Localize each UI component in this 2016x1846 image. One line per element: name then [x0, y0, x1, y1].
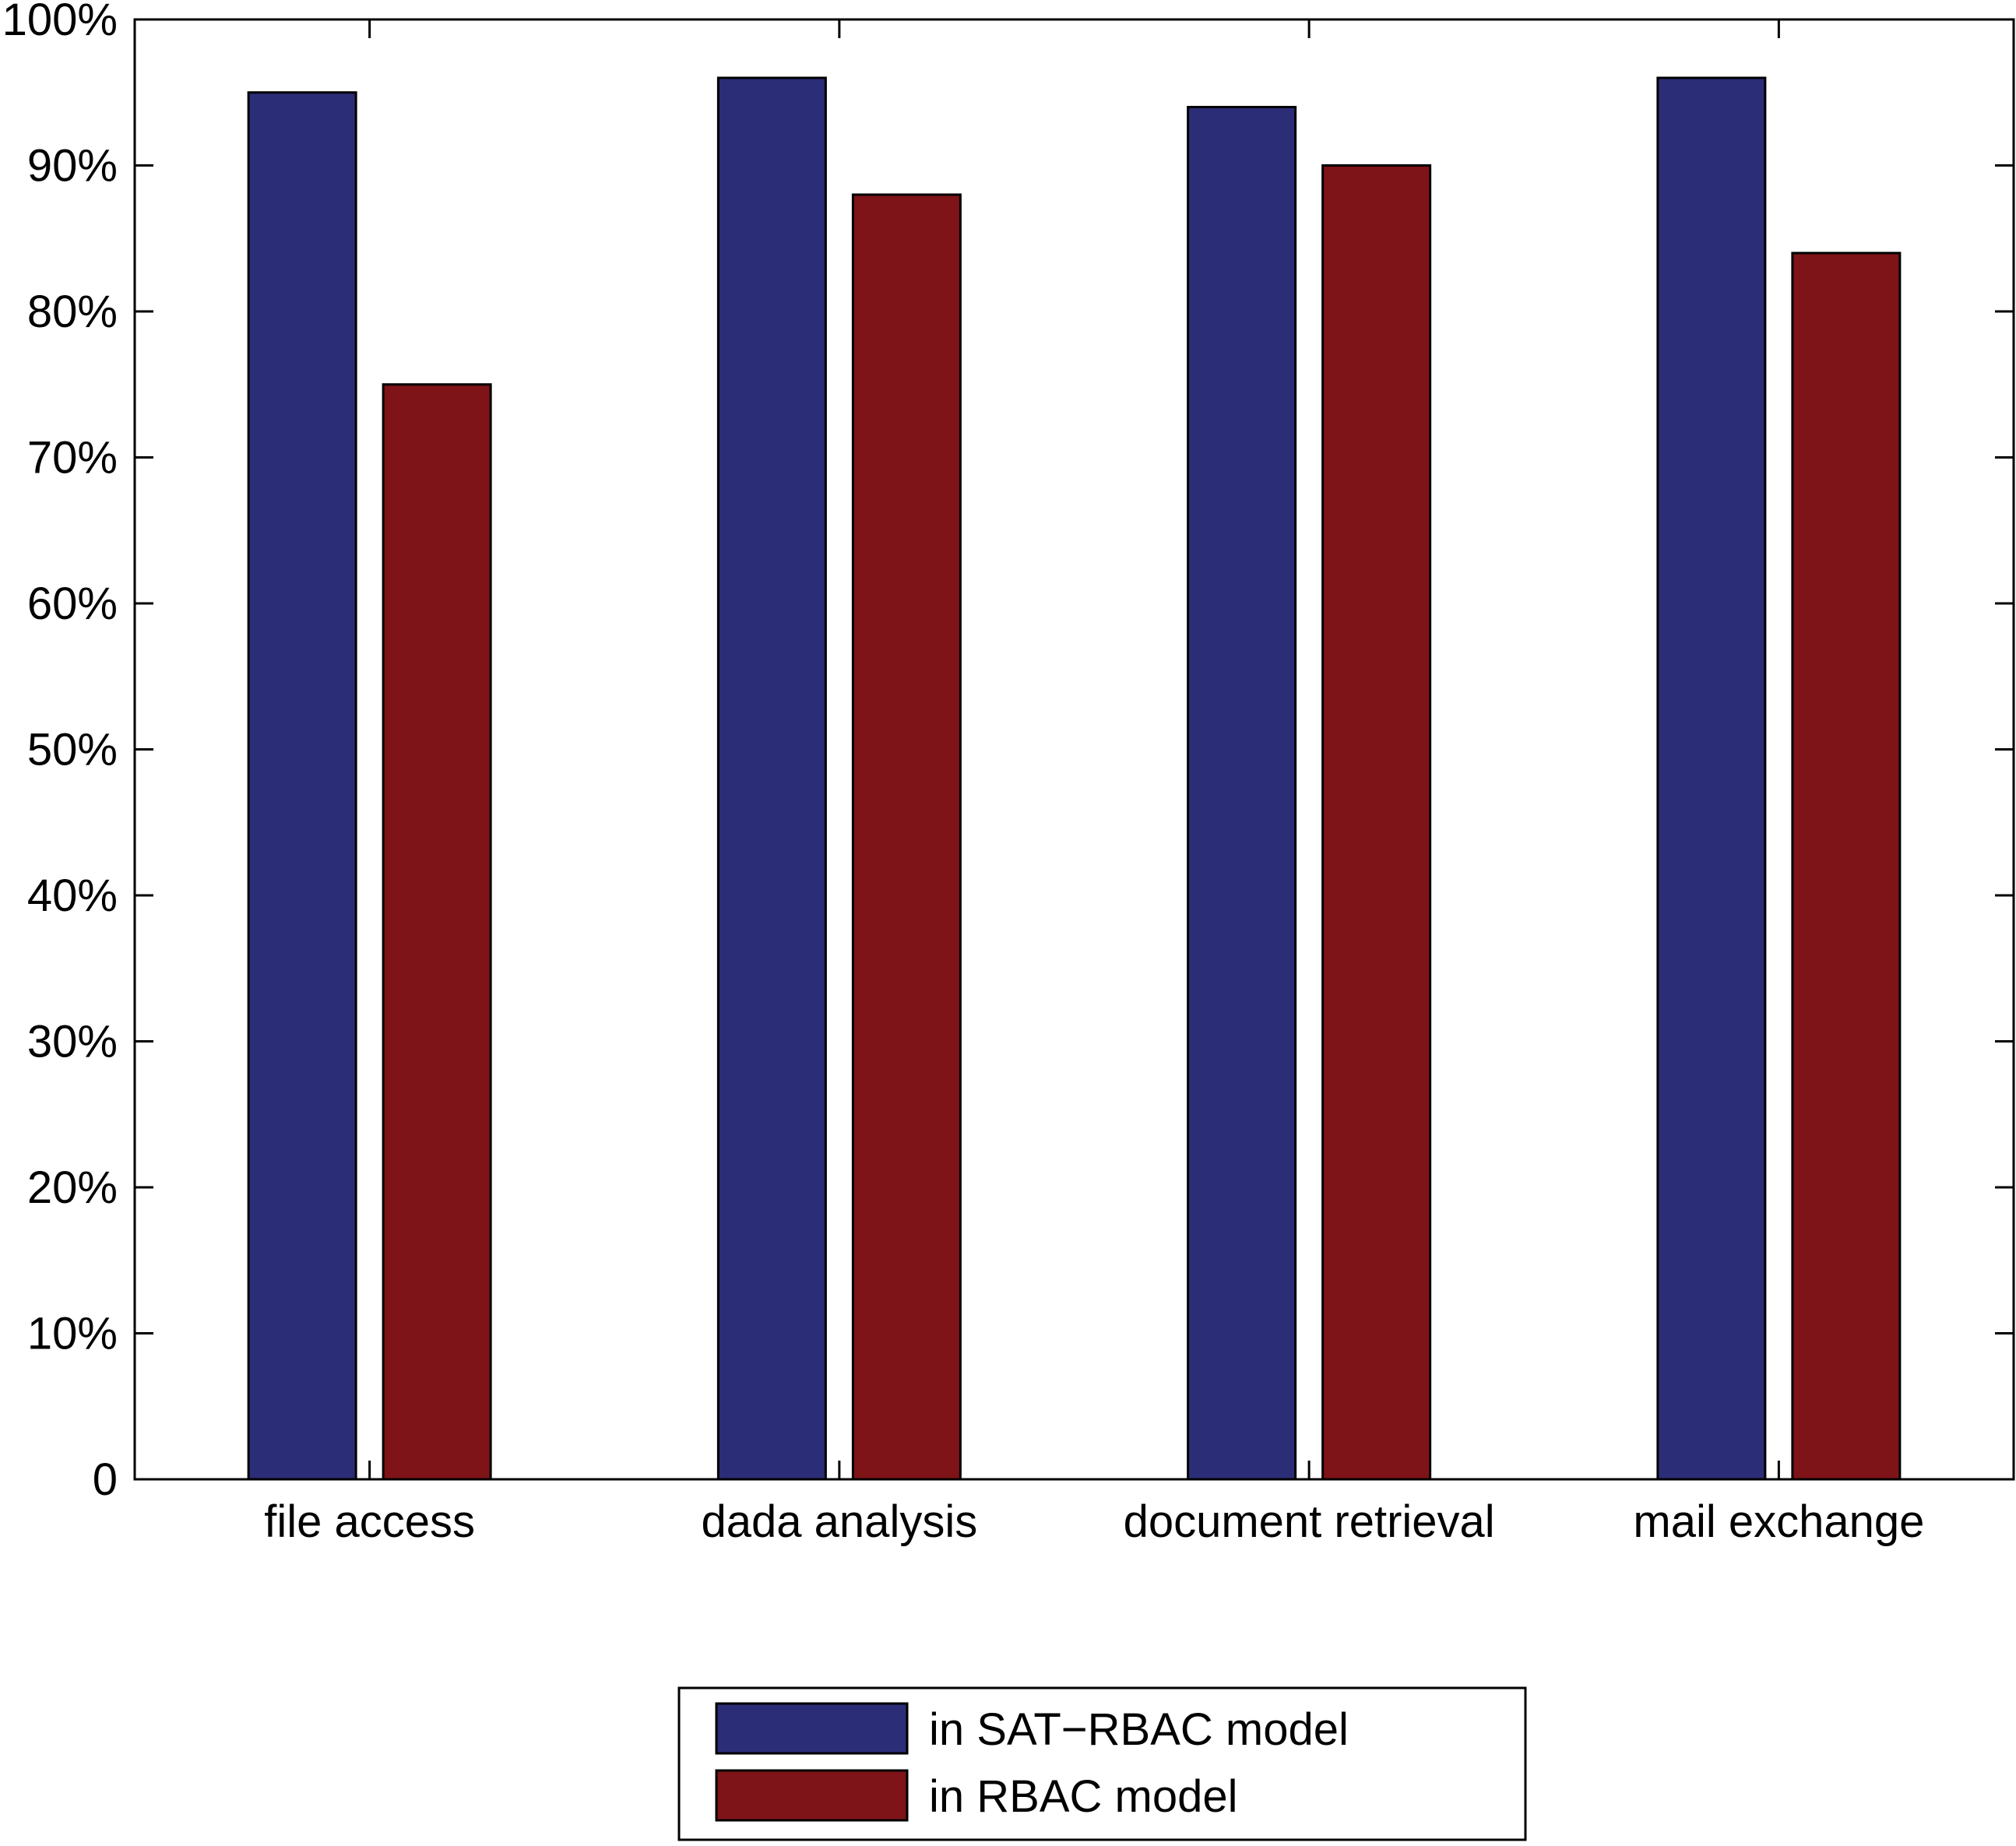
legend-swatch: [715, 1702, 909, 1755]
legend: in SAT−RBAC model in RBAC model: [677, 1686, 1527, 1841]
y-tick-label: 10%: [27, 1309, 118, 1359]
bar-rbac-1: [851, 193, 962, 1481]
legend-label: in RBAC model: [929, 1771, 1237, 1822]
plot-area: 0 10% 20% 30% 40% 50% 60% 70% 80% 90% 100% file acc…: [2, 0, 2015, 1547]
y-tick-label: 60%: [27, 578, 118, 629]
y-tick-label: 40%: [27, 870, 118, 921]
legend-label: in SAT−RBAC model: [929, 1704, 1349, 1755]
bar-rbac-0: [382, 383, 492, 1481]
bar-sat-rbac-1: [716, 76, 827, 1481]
y-tick-label: 0: [93, 1454, 118, 1505]
x-tick-label: mail exchange: [1633, 1496, 1924, 1547]
y-tick-label: 30%: [27, 1017, 118, 1067]
y-tick-label: 100%: [2, 0, 118, 45]
y-tick-label: 50%: [27, 725, 118, 775]
bar-sat-rbac-3: [1656, 76, 1767, 1481]
bar-sat-rbac-0: [247, 91, 357, 1481]
x-tick-label: dada analysis: [702, 1496, 978, 1547]
y-tick-label: 20%: [27, 1162, 118, 1213]
x-tick-label: document retrieval: [1124, 1496, 1495, 1547]
bar-rbac-3: [1791, 251, 1902, 1481]
x-tick-label: file access: [264, 1496, 475, 1547]
y-tick-label: 80%: [27, 287, 118, 337]
y-tick-label: 90%: [27, 141, 118, 192]
bar-sat-rbac-2: [1187, 106, 1297, 1481]
legend-swatch: [715, 1769, 909, 1822]
bar-rbac-2: [1321, 164, 1432, 1481]
y-tick-label: 70%: [27, 433, 118, 483]
